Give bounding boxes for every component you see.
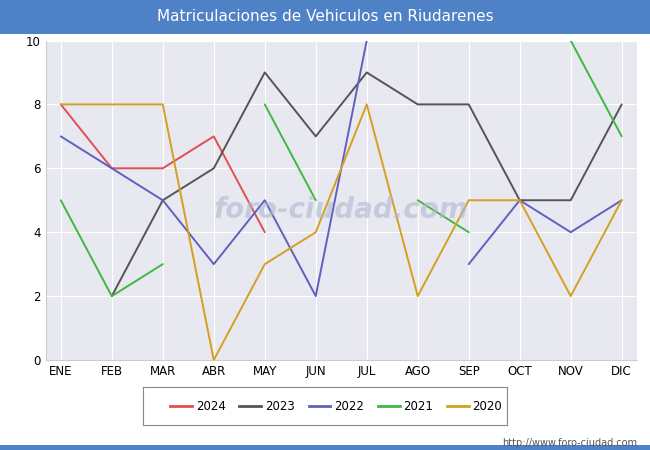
Text: http://www.foro-ciudad.com: http://www.foro-ciudad.com xyxy=(502,438,637,448)
Text: foro-ciudad.com: foro-ciudad.com xyxy=(214,196,469,224)
Text: 2023: 2023 xyxy=(265,400,294,413)
Text: Matriculaciones de Vehiculos en Riudarenes: Matriculaciones de Vehiculos en Riudaren… xyxy=(157,9,493,24)
Text: 2020: 2020 xyxy=(473,400,502,413)
Text: 2021: 2021 xyxy=(403,400,433,413)
Text: 2024: 2024 xyxy=(196,400,226,413)
Text: 2022: 2022 xyxy=(334,400,364,413)
